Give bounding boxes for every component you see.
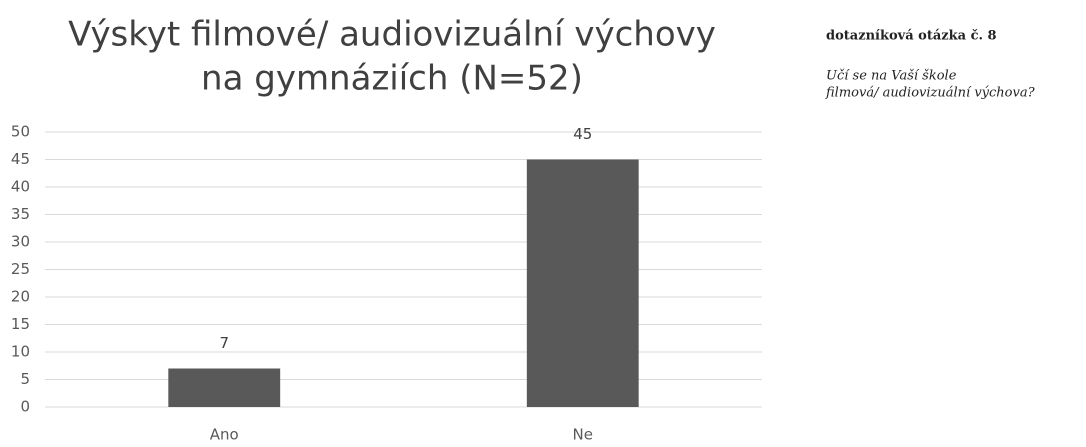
- bar: [168, 368, 281, 407]
- x-tick-label: Ano: [210, 426, 239, 444]
- bar: [526, 159, 639, 407]
- side-heading: dotazníková otázka č. 8: [826, 29, 997, 44]
- y-tick-label: 50: [11, 123, 30, 141]
- chart-title: na gymnáziích (N=52): [201, 59, 583, 99]
- y-tick-label: 30: [11, 233, 30, 251]
- y-tick-label: 40: [11, 178, 30, 196]
- side-question: Učí se na Vaší škole: [826, 69, 957, 84]
- chart-title: Výskyt filmové/ audiovizuální výchovy: [68, 15, 716, 55]
- data-label: 7: [219, 334, 229, 352]
- data-label: 45: [573, 125, 592, 143]
- y-tick-label: 15: [11, 315, 30, 333]
- y-tick-label: 35: [11, 205, 30, 223]
- y-tick-label: 25: [11, 260, 30, 278]
- x-tick-label: Ne: [573, 426, 593, 444]
- side-question: filmová/ audiovizuální výchova?: [825, 86, 1036, 101]
- y-tick-label: 5: [20, 370, 30, 388]
- y-tick-label: 20: [11, 288, 30, 306]
- y-tick-label: 45: [11, 150, 30, 168]
- y-tick-label: 0: [20, 398, 30, 416]
- y-tick-label: 10: [11, 343, 30, 361]
